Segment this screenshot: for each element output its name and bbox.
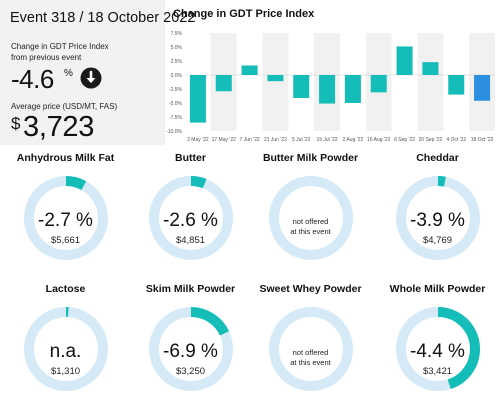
product-donut-chart: [24, 307, 108, 391]
x-tick-label: 16 Aug '22: [367, 137, 391, 143]
price-currency-symbol: $: [11, 114, 21, 133]
bar: [344, 75, 361, 103]
product-name: Butter: [175, 152, 206, 164]
donut-arc: [396, 307, 480, 391]
not-offered-line2: at this event: [290, 227, 331, 236]
bar: [448, 75, 465, 95]
bar: [215, 75, 232, 92]
gdt-price-index-chart: 7.5% 5.0% 2.5% 0.0% -2.5% -5.0% -7.5% -10.0% 3 M…: [166, 31, 495, 143]
event-title: Event 318 / 18 October 2022: [10, 10, 196, 26]
y-tick-label: -10.0%: [166, 129, 182, 135]
product-donut-chart: [149, 176, 233, 260]
product-price: $3,421: [422, 366, 453, 377]
x-tick-label: 18 Oct '22: [471, 137, 494, 143]
product-card: Butter -2.6 % $4,851: [133, 152, 248, 277]
product-donut-chart: [269, 307, 353, 391]
x-tick-label: 17 May '22: [212, 137, 237, 143]
product-name: Whole Milk Powder: [389, 283, 486, 295]
product-price-change: -6.9 %: [163, 341, 218, 362]
bar: [293, 75, 310, 98]
x-tick-label: 21 Jun '22: [264, 137, 287, 143]
product-donut-chart: [149, 307, 233, 391]
donut-arc: [149, 307, 233, 391]
grid-band: [417, 33, 444, 131]
product-donut-chart: [24, 176, 108, 260]
donut-arc: [149, 176, 233, 260]
product-name: Anhydrous Milk Fat: [16, 152, 115, 164]
not-offered-notice: not offered at this event: [253, 348, 368, 368]
grid-band: [262, 33, 289, 131]
chart-title: Change in GDT Price Index: [173, 8, 315, 20]
product-card: Sweet Whey Powder not offered at this even…: [253, 283, 368, 400]
bar: [422, 62, 439, 75]
product-price: $3,250: [175, 366, 206, 377]
x-tick-label: 5 Jul '22: [292, 137, 311, 143]
bar: [396, 46, 413, 75]
product-card: Cheddar -3.9 % $4,769: [380, 152, 495, 277]
product-donut-chart: [396, 307, 480, 391]
x-tick-label: 7 Jun '22: [240, 137, 260, 143]
not-offered-line2: at this event: [290, 358, 331, 367]
product-name: Cheddar: [416, 152, 459, 164]
donut-arc: [24, 176, 108, 260]
bar: [370, 75, 387, 93]
y-tick-label: -2.5%: [169, 87, 183, 93]
product-donut-chart: [396, 176, 480, 260]
donut-arc: [396, 176, 480, 260]
y-tick-label: 2.5%: [171, 59, 183, 65]
change-label-subtitle: from previous event: [11, 53, 82, 62]
bar: [241, 65, 258, 75]
event-summary-panel: Event 318 / 18 October 2022 Change in GD…: [0, 0, 195, 145]
not-offered-line1: not offered: [292, 348, 329, 357]
bar: [474, 75, 491, 101]
y-tick-label: 5.0%: [171, 45, 183, 51]
average-price-value: 3,723: [23, 111, 95, 143]
x-tick-label: 19 Jul '22: [316, 137, 337, 143]
product-price-change: -3.9 %: [410, 210, 465, 231]
product-price-change: -4.4 %: [410, 341, 465, 362]
y-tick-label: -5.0%: [169, 101, 183, 107]
product-donut-chart: [269, 176, 353, 260]
x-tick-label: 3 May '22: [187, 137, 209, 143]
change-label: Change in GDT Price Index: [11, 42, 109, 51]
product-price: $5,661: [50, 235, 81, 246]
product-card: Skim Milk Powder -6.9 % $3,250: [133, 283, 248, 400]
donut-arc: [24, 307, 108, 391]
product-name: Skim Milk Powder: [145, 283, 236, 295]
donut-track: [269, 307, 353, 391]
product-price-change: -2.6 %: [163, 210, 218, 231]
donut-track: [269, 176, 353, 260]
product-card: Anhydrous Milk Fat -2.7 % $5,661: [8, 152, 123, 277]
x-tick-label: 20 Sep '22: [419, 137, 443, 143]
product-price: $4,851: [175, 235, 206, 246]
index-change-value: -4.6: [11, 64, 54, 94]
y-tick-label: 7.5%: [171, 31, 183, 37]
y-tick-label: 0.0%: [171, 73, 183, 79]
product-card: Whole Milk Powder -4.4 % $3,421: [380, 283, 495, 400]
average-price-label: Average price (USD/MT, FAS): [11, 102, 118, 111]
product-price-change: -2.7 %: [38, 210, 93, 231]
product-price-change: n.a.: [49, 341, 82, 362]
x-tick-label: 4 Oct '22: [446, 137, 466, 143]
arrow-down-circle-icon: [80, 67, 102, 89]
product-name: Butter Milk Powder: [262, 152, 359, 164]
x-tick-label: 6 Sep '22: [394, 137, 415, 143]
x-tick-label: 2 Aug '22: [343, 137, 364, 143]
product-price: $4,769: [422, 235, 453, 246]
product-card: Butter Milk Powder not offered at this eve…: [253, 152, 368, 277]
bar: [189, 75, 206, 123]
product-name: Sweet Whey Powder: [259, 283, 362, 295]
product-price: $1,310: [50, 366, 81, 377]
y-tick-label: -7.5%: [169, 115, 183, 121]
product-card: Lactose n.a. $1,310: [8, 283, 123, 400]
bar: [267, 75, 284, 82]
index-change-unit: %: [64, 68, 73, 79]
product-name: Lactose: [45, 283, 86, 295]
bar: [319, 75, 336, 104]
not-offered-notice: not offered at this event: [253, 217, 368, 237]
not-offered-line1: not offered: [292, 217, 329, 226]
